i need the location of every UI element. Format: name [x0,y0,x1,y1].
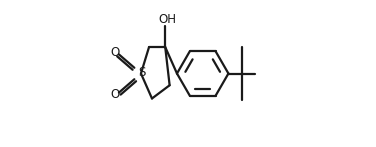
Text: O: O [111,46,120,59]
Text: O: O [111,88,120,101]
Text: OH: OH [158,13,176,26]
Text: S: S [138,66,146,79]
